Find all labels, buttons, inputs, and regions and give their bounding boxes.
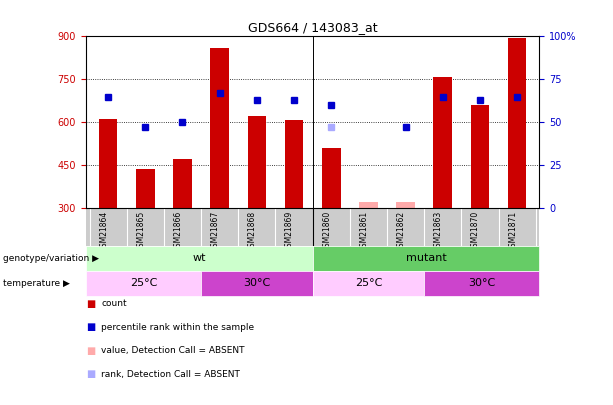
Bar — [173, 159, 192, 208]
Text: GSM21863: GSM21863 — [434, 211, 443, 252]
Title: GDS664 / 143083_at: GDS664 / 143083_at — [248, 21, 378, 34]
Text: ■: ■ — [86, 299, 95, 309]
Bar — [313, 246, 539, 271]
Bar — [322, 148, 340, 208]
Bar — [396, 202, 415, 208]
Text: GSM21860: GSM21860 — [322, 211, 331, 252]
Bar — [313, 271, 424, 296]
Text: GSM21865: GSM21865 — [136, 211, 145, 252]
Bar — [424, 271, 539, 296]
Bar — [433, 77, 452, 208]
Text: rank, Detection Call = ABSENT: rank, Detection Call = ABSENT — [101, 370, 240, 379]
Text: 25°C: 25°C — [355, 278, 382, 288]
Bar — [201, 271, 313, 296]
Bar — [285, 120, 303, 208]
Text: percentile rank within the sample: percentile rank within the sample — [101, 323, 254, 332]
Bar — [471, 105, 489, 208]
Text: ■: ■ — [86, 346, 95, 356]
Bar — [99, 119, 118, 208]
Text: ■: ■ — [86, 322, 95, 332]
Text: GSM21867: GSM21867 — [211, 211, 219, 252]
Text: count: count — [101, 299, 127, 308]
Text: GSM21866: GSM21866 — [173, 211, 183, 252]
Bar — [359, 202, 378, 208]
Text: mutant: mutant — [406, 253, 446, 263]
Text: 30°C: 30°C — [243, 278, 270, 288]
Text: GSM21870: GSM21870 — [471, 211, 480, 252]
Text: GSM21862: GSM21862 — [397, 211, 406, 252]
Text: 25°C: 25°C — [130, 278, 157, 288]
Text: GSM21861: GSM21861 — [359, 211, 368, 252]
Text: wt: wt — [192, 253, 206, 263]
Text: GSM21871: GSM21871 — [508, 211, 517, 252]
Bar — [86, 246, 313, 271]
Text: ■: ■ — [86, 369, 95, 379]
Bar — [248, 116, 266, 208]
Text: temperature ▶: temperature ▶ — [3, 279, 70, 288]
Bar — [86, 271, 201, 296]
Text: GSM21868: GSM21868 — [248, 211, 257, 252]
Bar — [508, 38, 527, 208]
Text: 30°C: 30°C — [468, 278, 495, 288]
Text: genotype/variation ▶: genotype/variation ▶ — [3, 254, 99, 263]
Bar — [210, 48, 229, 208]
Bar — [136, 169, 154, 208]
Text: GSM21864: GSM21864 — [99, 211, 108, 252]
Text: GSM21869: GSM21869 — [285, 211, 294, 252]
Text: value, Detection Call = ABSENT: value, Detection Call = ABSENT — [101, 346, 245, 355]
